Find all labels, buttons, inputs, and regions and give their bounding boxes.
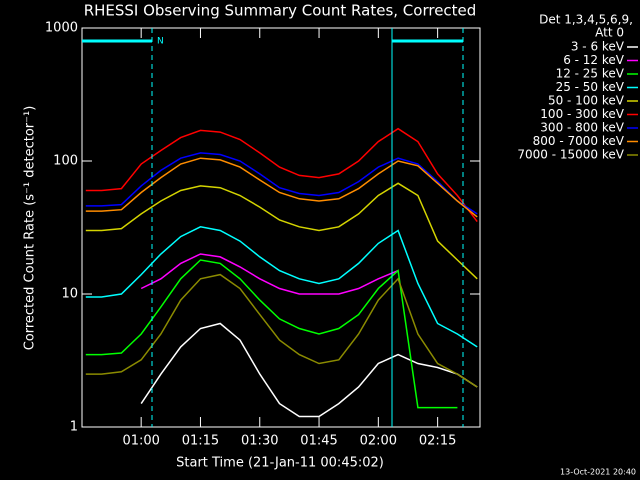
legend-label: 6 - 12 keV xyxy=(563,53,625,67)
x-tick-label: 01:30 xyxy=(241,434,278,449)
y-tick-label: 10 xyxy=(61,287,78,302)
x-tick-label: 01:00 xyxy=(122,434,159,449)
legend-label: 800 - 7000 keV xyxy=(533,134,625,148)
series-line xyxy=(85,157,478,218)
legend-subtitle: Att 0 xyxy=(595,26,624,40)
chart-title: RHESSI Observing Summary Count Rates, Co… xyxy=(84,2,477,20)
legend-label: 3 - 6 keV xyxy=(571,40,625,54)
legend-label: 7000 - 15000 keV xyxy=(517,148,624,162)
series-line xyxy=(140,322,478,418)
legend-label: 12 - 25 keV xyxy=(556,67,625,81)
y-axis-label: Corrected Count Rate (s⁻¹ detector⁻¹) xyxy=(23,106,38,351)
annotation: N xyxy=(157,37,164,47)
x-tick-label: 02:00 xyxy=(360,434,397,449)
series-line xyxy=(85,259,458,409)
attenuator-markers xyxy=(82,28,464,427)
legend-label: 300 - 800 keV xyxy=(540,121,624,135)
y-tick-label: 1 xyxy=(70,420,78,435)
x-axis-label: Start Time (21-Jan-11 00:45:02) xyxy=(176,456,384,471)
x-tick-label: 02:15 xyxy=(419,434,456,449)
y-tick-label: 100 xyxy=(53,154,78,169)
x-tick-label: 01:15 xyxy=(182,434,219,449)
legend-label: 25 - 50 keV xyxy=(556,80,625,94)
series-line xyxy=(140,253,399,295)
timestamp: 13-Oct-2021 20:40 xyxy=(560,468,636,477)
series-line xyxy=(85,127,478,223)
x-tick-label: 01:45 xyxy=(300,434,337,449)
series-line xyxy=(85,273,478,388)
legend-title: Det 1,3,4,5,6,9, xyxy=(539,13,633,27)
legend-label: 100 - 300 keV xyxy=(540,107,624,121)
series-line xyxy=(85,226,478,348)
y-tick-label: 1000 xyxy=(45,21,78,36)
series-line xyxy=(85,152,478,215)
series-line xyxy=(85,182,478,280)
plot-area xyxy=(85,127,478,418)
legend-label: 50 - 100 keV xyxy=(548,94,625,108)
plot-frame xyxy=(81,27,481,428)
